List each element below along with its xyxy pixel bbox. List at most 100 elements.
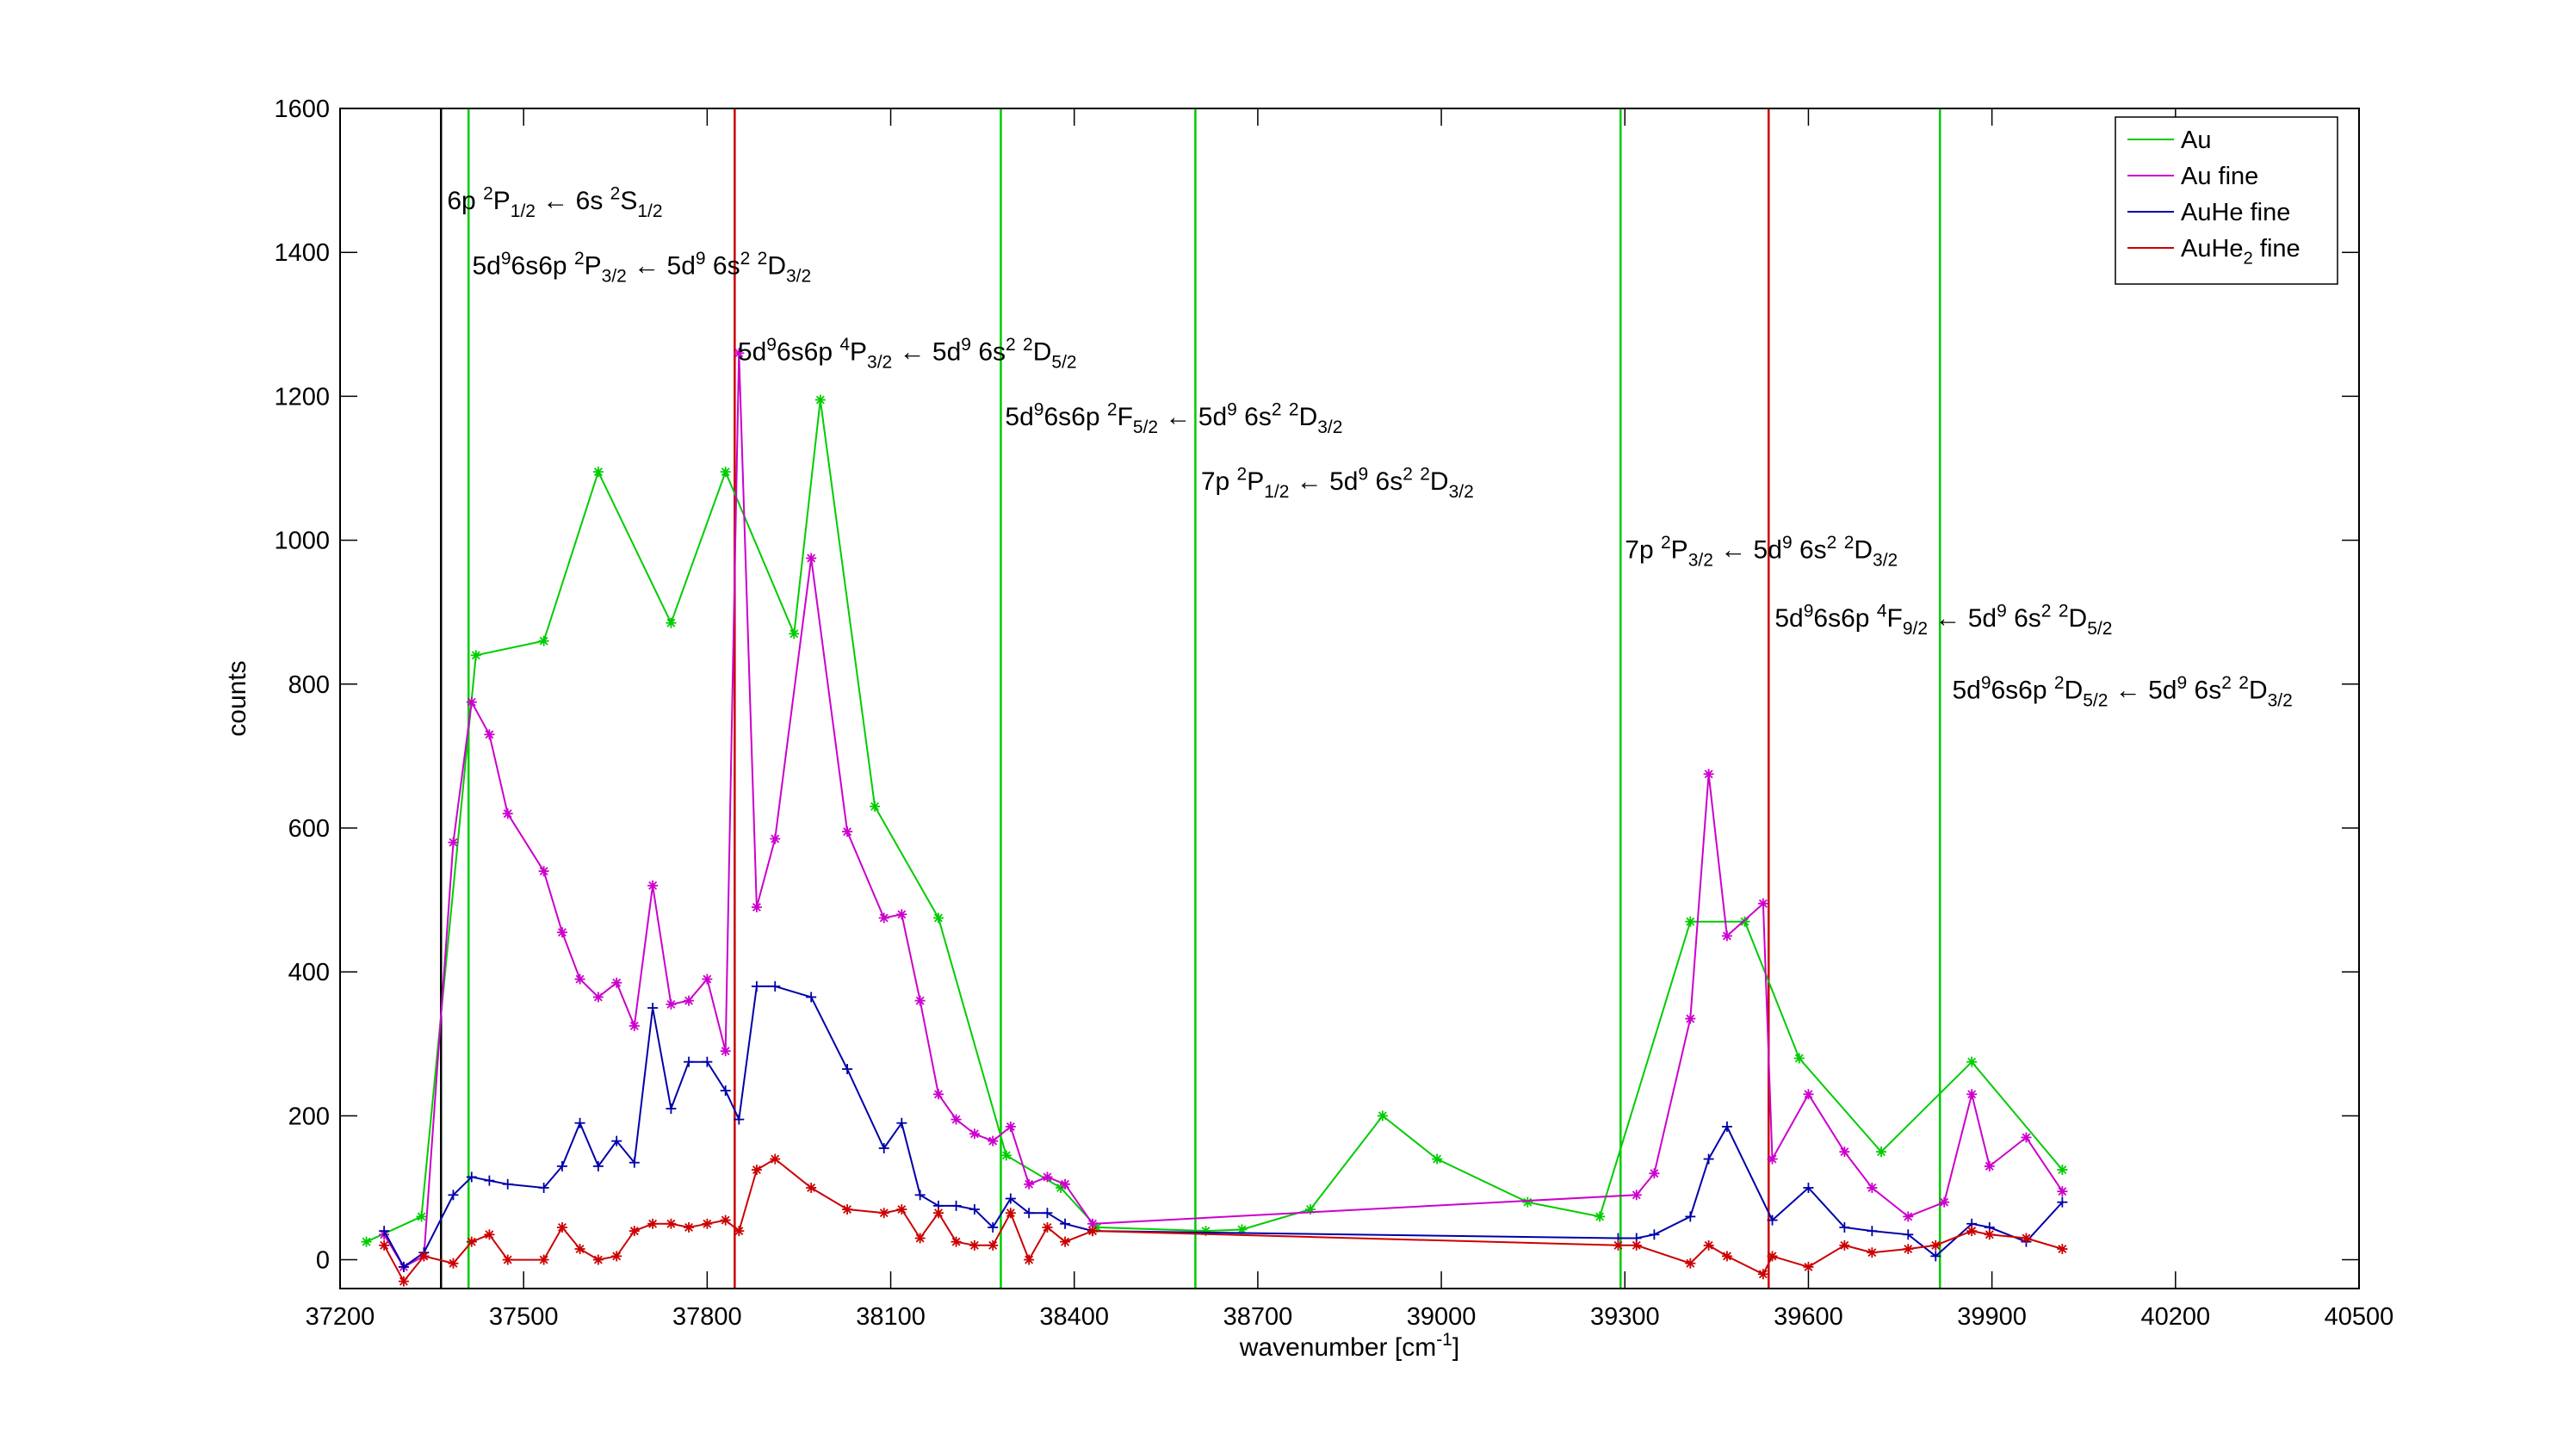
legend-entry: AuHe fine	[2181, 199, 2290, 226]
data-point	[1042, 1171, 1053, 1183]
data-point	[448, 1258, 459, 1269]
transition-label-part: 9	[766, 335, 777, 355]
transition-label-part: 5d	[472, 251, 500, 280]
x-tick-label: 37200	[306, 1303, 375, 1331]
data-point	[1703, 1239, 1714, 1251]
transition-label-part: 1/2	[511, 201, 536, 221]
data-point	[1631, 1190, 1642, 1201]
data-point	[932, 912, 944, 924]
transition-label-part: P	[1247, 467, 1264, 496]
data-point	[484, 1175, 495, 1186]
data-point	[1005, 1193, 1016, 1204]
transition-label-part: 9	[501, 249, 511, 269]
data-point	[1432, 1153, 1443, 1165]
data-point	[1042, 1208, 1053, 1219]
data-point	[914, 1233, 926, 1244]
data-point	[1984, 1229, 1995, 1240]
data-point	[1060, 1178, 1071, 1190]
data-point	[611, 977, 622, 988]
data-point	[1024, 1208, 1035, 1219]
data-point	[1930, 1251, 1941, 1262]
transition-label-part: 2	[2041, 602, 2052, 621]
data-point	[574, 1117, 585, 1128]
data-point	[379, 1226, 390, 1237]
data-point	[806, 553, 817, 564]
transition-label-part: 3/2	[2268, 691, 2293, 711]
transition-label-part: 5/2	[1051, 353, 1076, 373]
data-point	[878, 1208, 889, 1219]
data-point	[2021, 1233, 2032, 1244]
data-point	[1939, 1196, 1950, 1208]
x-tick-label: 39600	[1774, 1303, 1843, 1331]
data-point	[1377, 1110, 1388, 1122]
transition-label-part: 9	[1804, 602, 1814, 621]
data-point	[1721, 1251, 1732, 1262]
transition-label-part: 2	[2221, 673, 2232, 693]
transition-label-part: D	[2249, 677, 2268, 705]
transition-label-part: 5d	[1952, 677, 1980, 705]
data-point	[1721, 930, 1732, 942]
transition-label-part: 2	[1006, 335, 1016, 355]
data-point	[538, 1182, 549, 1193]
legend-entry-part: AuHe	[2181, 235, 2244, 263]
data-point	[1757, 1269, 1768, 1280]
data-point	[702, 1218, 713, 1229]
transition-label-part: D	[1854, 535, 1873, 564]
transition-label-part: D	[2065, 677, 2084, 705]
data-point	[969, 1239, 980, 1251]
data-point	[1966, 1226, 1978, 1237]
data-point	[1000, 1150, 1012, 1161]
legend-entry-part: 2	[2244, 250, 2253, 269]
transition-label-part: 2	[1289, 399, 1299, 419]
transition-label-part: 5d	[1005, 403, 1033, 431]
data-point	[666, 1103, 677, 1115]
data-point	[751, 1165, 762, 1176]
transition-label-part: 2	[1844, 533, 1855, 553]
transition-label-part: 9	[2177, 673, 2188, 693]
data-point	[720, 1215, 731, 1226]
transition-label-part: F	[1887, 604, 1903, 633]
transition-label-part: P	[493, 187, 511, 215]
y-tick-label: 400	[288, 959, 330, 986]
x-tick-label: 40500	[2325, 1303, 2394, 1331]
data-point	[1685, 1013, 1696, 1024]
data-point	[988, 1221, 999, 1233]
data-point	[466, 1171, 477, 1183]
transition-label-part: 4	[1877, 602, 1887, 621]
data-point	[896, 909, 907, 920]
transition-label-part: 2	[2054, 673, 2065, 693]
transition-label-part: ← 5d	[627, 251, 696, 280]
series-au	[361, 394, 2068, 1247]
transition-label-part: 3/2	[1873, 550, 1898, 570]
data-point	[842, 826, 853, 838]
data-point	[2057, 1244, 2068, 1255]
data-point	[878, 912, 889, 924]
transition-label-part: 1/2	[1264, 482, 1289, 502]
data-point	[878, 1142, 889, 1153]
x-tick-label: 38100	[856, 1303, 926, 1331]
transition-label: 7p 2P1/2 ← 5d9 6s2 2D3/2	[1201, 465, 1474, 502]
transition-label-part	[1016, 338, 1023, 367]
data-point	[1867, 1247, 1878, 1258]
data-point	[969, 1128, 980, 1140]
transition-label-part: 5/2	[2083, 691, 2108, 711]
data-point	[770, 980, 781, 992]
transition-label-part: 2	[574, 249, 585, 269]
x-tick-label: 40200	[2140, 1303, 2210, 1331]
transition-label-part: 9	[1227, 399, 1237, 419]
transition-label-part: 6s6p	[511, 251, 574, 280]
transition-label-part: 2	[1661, 533, 1671, 553]
data-point	[969, 1204, 980, 1215]
data-point	[1613, 1239, 1624, 1251]
x-tick-label: 39900	[1957, 1303, 2027, 1331]
data-point	[574, 1244, 585, 1255]
x-tick-label: 38400	[1039, 1303, 1109, 1331]
data-point	[647, 880, 659, 891]
data-point	[666, 617, 677, 628]
transition-label-part: D	[1299, 403, 1318, 431]
transition-label: 7p 2P3/2 ← 5d9 6s2 2D3/2	[1625, 533, 1898, 570]
data-point	[951, 1114, 962, 1125]
data-point	[988, 1135, 999, 1147]
data-point	[1631, 1239, 1642, 1251]
transition-label-part: D	[2069, 604, 2088, 633]
